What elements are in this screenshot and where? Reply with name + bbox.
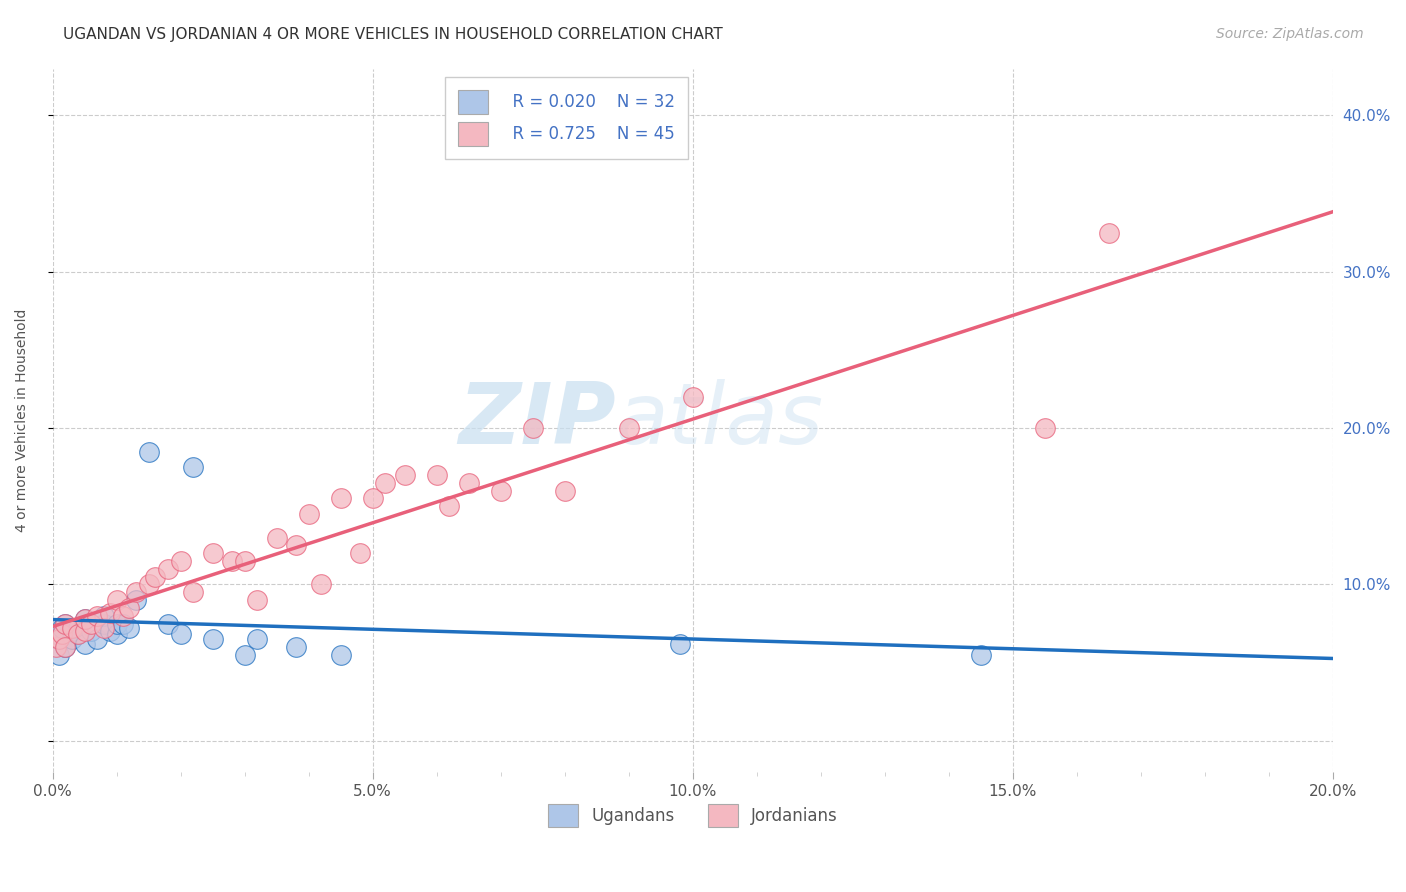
Point <box>60 632 83 647</box>
Point <box>156 616 179 631</box>
Point <box>55 640 77 654</box>
Point <box>1098 226 1121 240</box>
Point <box>105 627 128 641</box>
Point <box>125 585 148 599</box>
Point <box>361 491 384 506</box>
Point <box>73 612 96 626</box>
Point <box>48 648 70 662</box>
Point <box>311 577 333 591</box>
Point <box>183 460 205 475</box>
Point <box>60 624 83 639</box>
Text: Source: ZipAtlas.com: Source: ZipAtlas.com <box>1216 27 1364 41</box>
Text: ZIP: ZIP <box>458 379 616 462</box>
Point <box>55 640 77 654</box>
Point <box>284 640 307 654</box>
Point <box>374 475 396 490</box>
Text: atlas: atlas <box>616 379 824 462</box>
Point <box>246 593 269 607</box>
Point <box>93 616 115 631</box>
Y-axis label: 4 or more Vehicles in Household: 4 or more Vehicles in Household <box>15 309 30 532</box>
Point <box>522 421 544 435</box>
Point <box>457 475 479 490</box>
Point <box>669 637 692 651</box>
Point <box>118 621 141 635</box>
Point <box>156 562 179 576</box>
Point <box>266 531 288 545</box>
Legend: Ugandans, Jordanians: Ugandans, Jordanians <box>541 797 845 834</box>
Point <box>394 468 416 483</box>
Point <box>298 507 321 521</box>
Point <box>1033 421 1056 435</box>
Point <box>970 648 993 662</box>
Point <box>55 616 77 631</box>
Point <box>45 640 67 654</box>
Point <box>682 390 704 404</box>
Point <box>80 616 103 631</box>
Point <box>183 585 205 599</box>
Point <box>105 593 128 607</box>
Point <box>86 632 108 647</box>
Point <box>98 606 121 620</box>
Point <box>138 444 160 458</box>
Point <box>426 468 449 483</box>
Point <box>45 627 67 641</box>
Point <box>67 621 90 635</box>
Point <box>93 608 115 623</box>
Point <box>233 554 256 568</box>
Point <box>125 593 148 607</box>
Point <box>55 616 77 631</box>
Point <box>111 608 134 623</box>
Point <box>349 546 371 560</box>
Point <box>233 648 256 662</box>
Point <box>284 538 307 552</box>
Point <box>489 483 512 498</box>
Point <box>48 632 70 647</box>
Point <box>439 500 461 514</box>
Point <box>201 546 224 560</box>
Point <box>73 637 96 651</box>
Point <box>60 621 83 635</box>
Point <box>67 627 90 641</box>
Point <box>111 616 134 631</box>
Point <box>80 624 103 639</box>
Point <box>617 421 640 435</box>
Point <box>73 612 96 626</box>
Point <box>138 577 160 591</box>
Point <box>51 621 73 635</box>
Point <box>73 624 96 639</box>
Point <box>169 627 191 641</box>
Point <box>169 554 191 568</box>
Point <box>98 624 121 639</box>
Point <box>246 632 269 647</box>
Point <box>221 554 243 568</box>
Point <box>51 627 73 641</box>
Point <box>105 616 128 631</box>
Point <box>143 569 166 583</box>
Point <box>86 608 108 623</box>
Point <box>118 600 141 615</box>
Point <box>201 632 224 647</box>
Point <box>554 483 576 498</box>
Point <box>67 627 90 641</box>
Text: UGANDAN VS JORDANIAN 4 OR MORE VEHICLES IN HOUSEHOLD CORRELATION CHART: UGANDAN VS JORDANIAN 4 OR MORE VEHICLES … <box>63 27 723 42</box>
Point <box>329 491 352 506</box>
Point <box>93 621 115 635</box>
Point <box>329 648 352 662</box>
